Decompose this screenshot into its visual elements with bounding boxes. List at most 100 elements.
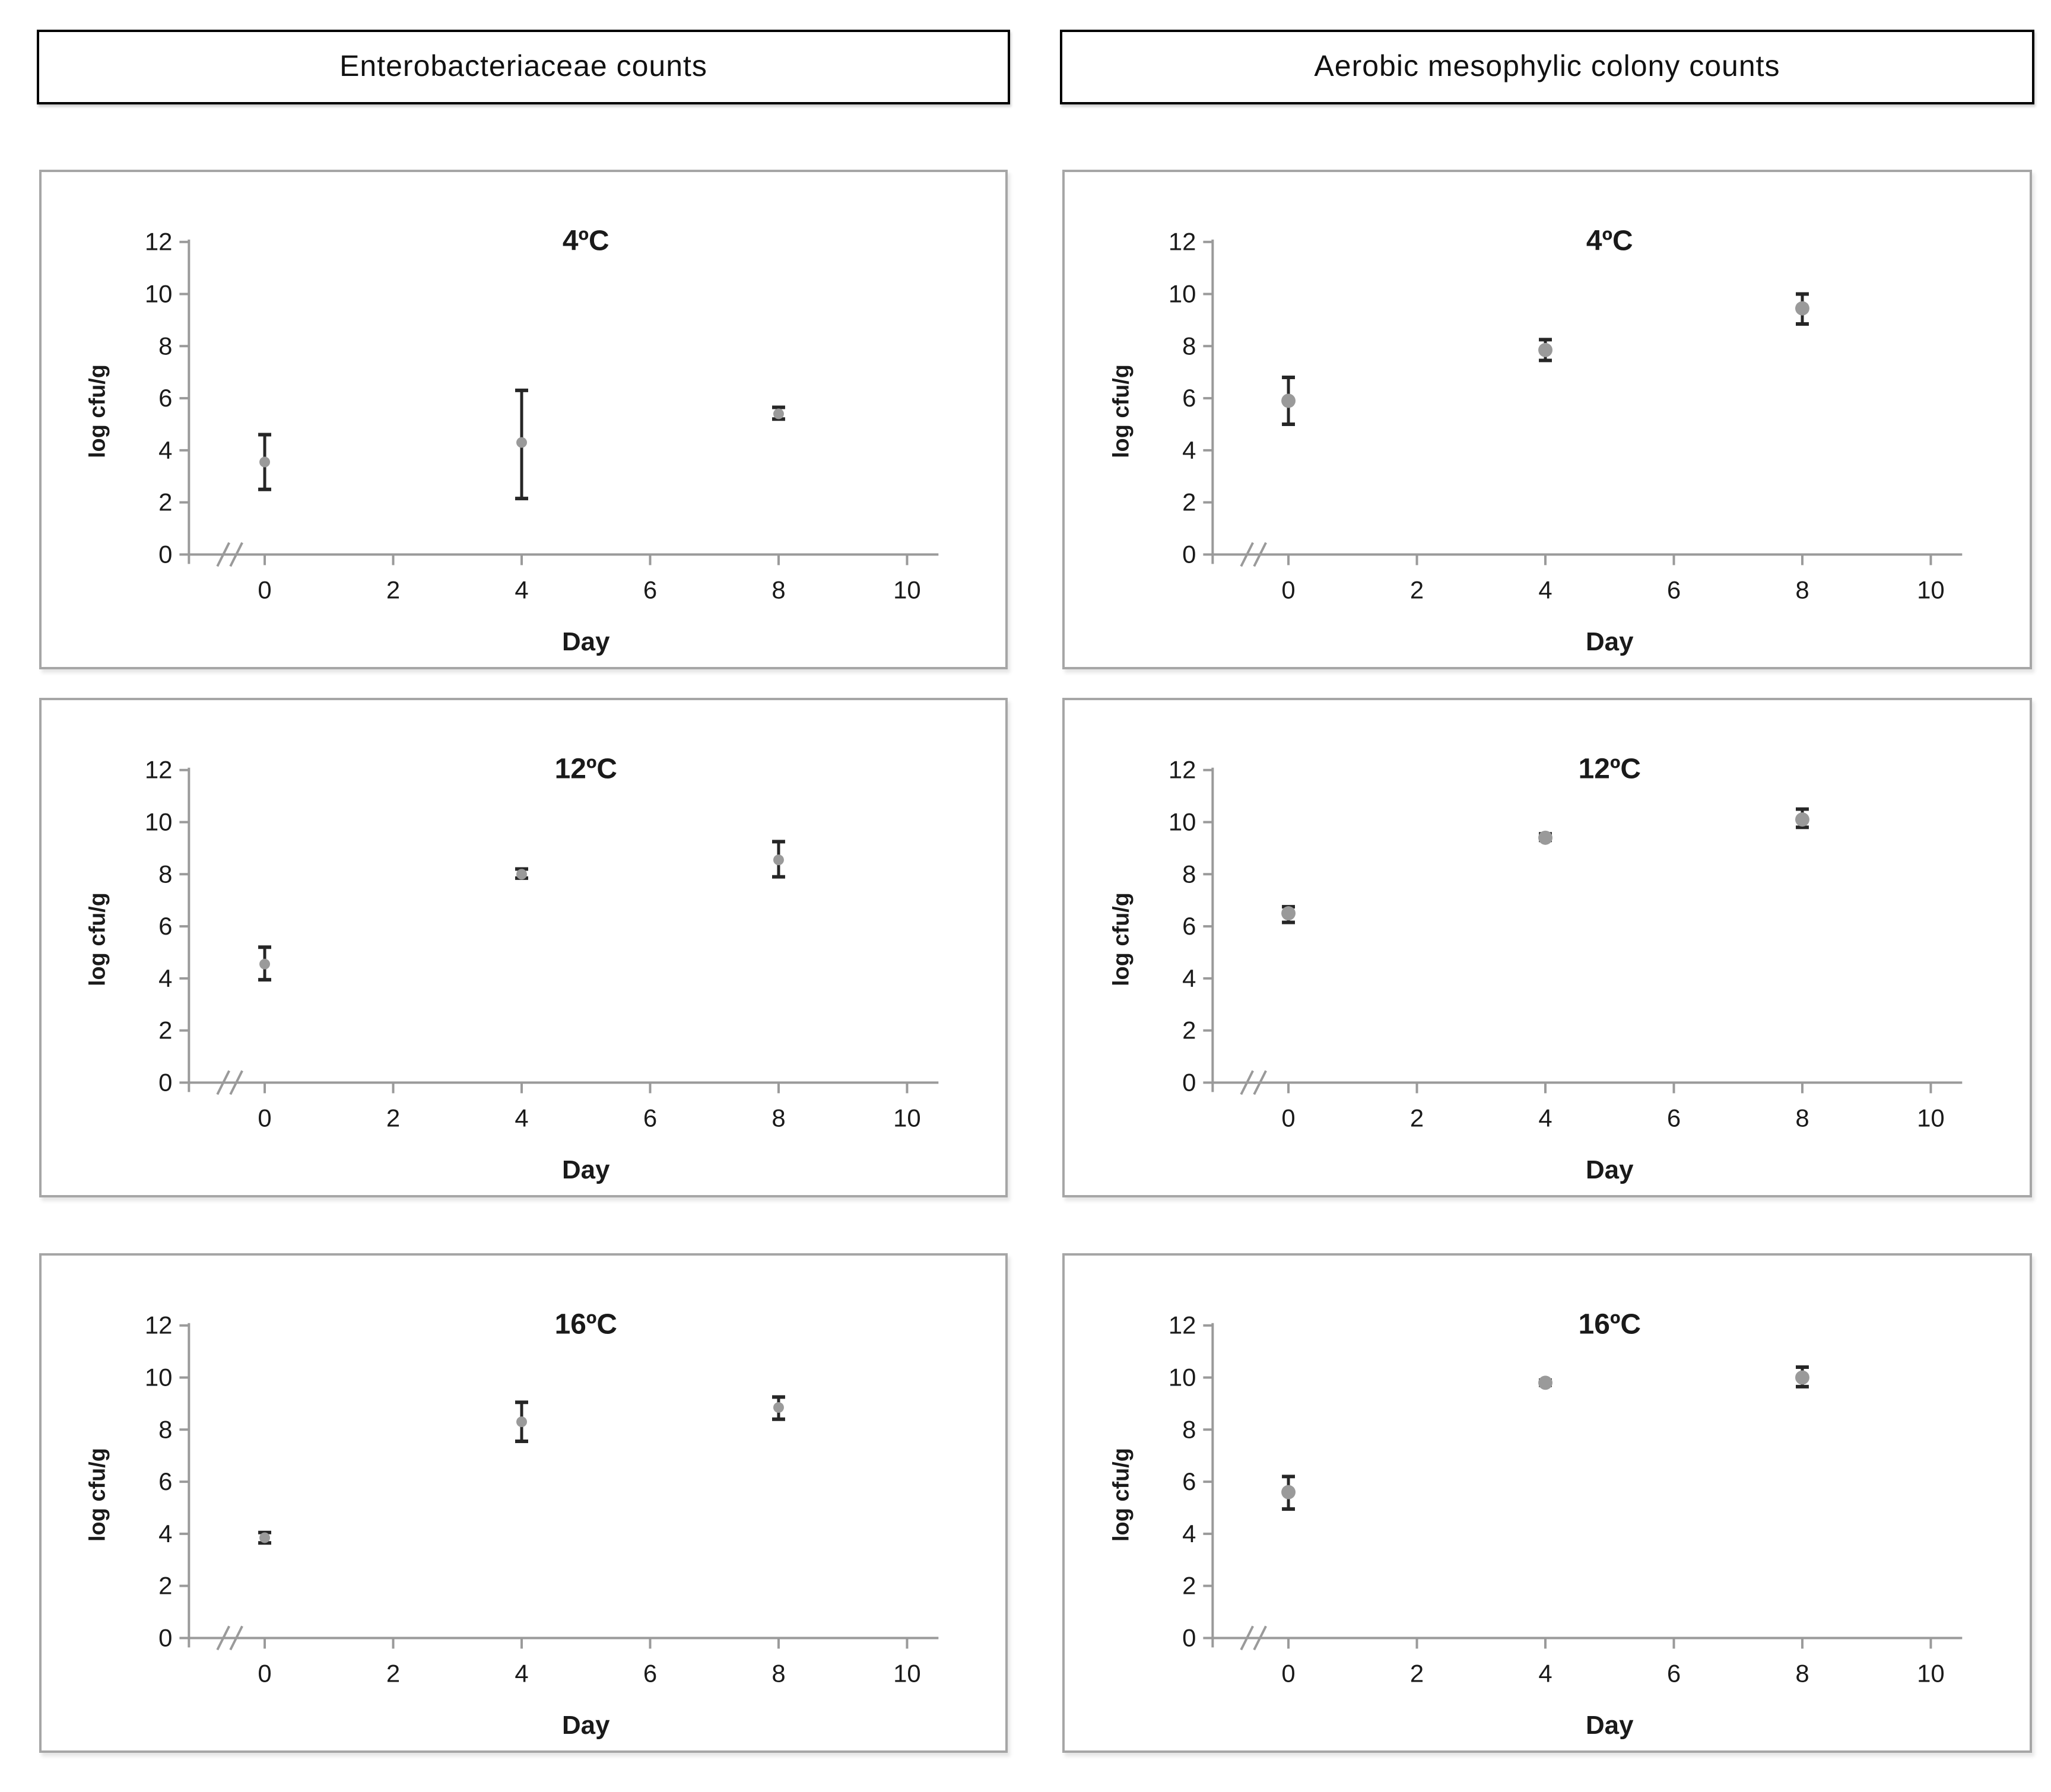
x-axis-break-mark	[1253, 1070, 1267, 1095]
data-point-day-8	[1795, 807, 1809, 830]
data-marker	[1281, 393, 1296, 408]
y-tick-label: 10	[145, 279, 173, 307]
data-point-day-0	[258, 945, 272, 982]
x-tick-label: 6	[643, 1104, 657, 1132]
panel-aerobic-16c: 16ºC 0 2 4 6 8 10 12 0 2 4 6 8 10 Day log cfu/g	[1062, 1253, 2032, 1753]
y-tick-label: 4	[1182, 1520, 1196, 1548]
y-tick-label: 2	[1182, 1016, 1196, 1044]
data-point-day-0	[1281, 375, 1296, 426]
data-marker	[259, 1532, 271, 1543]
y-axis-label: log cfu/g	[1109, 364, 1134, 458]
y-axis-label: log cfu/g	[85, 1448, 110, 1542]
data-point-day-4	[515, 867, 528, 880]
y-tick-label: 8	[158, 1415, 172, 1443]
y-tick-label: 10	[145, 808, 173, 835]
data-point-day-0	[1281, 1475, 1296, 1511]
x-axis-break-mark	[229, 1070, 243, 1095]
data-point-day-4	[1538, 1375, 1552, 1390]
y-tick-label: 10	[145, 1363, 173, 1391]
y-tick-label: 12	[145, 1311, 173, 1339]
x-tick-label: 2	[1410, 1104, 1424, 1132]
y-tick-label: 4	[1182, 964, 1196, 992]
y-tick-label: 8	[1182, 1415, 1196, 1443]
data-point-day-4	[515, 388, 528, 501]
data-marker	[516, 869, 527, 880]
data-marker	[773, 854, 784, 866]
x-tick-label: 8	[1795, 1659, 1809, 1687]
x-tick-label: 10	[1917, 1659, 1945, 1687]
x-axis-ticks: 0 2 4 6 8 10	[1281, 1082, 1945, 1132]
y-tick-label: 12	[1169, 228, 1196, 256]
data-point-day-0	[258, 1530, 272, 1545]
y-axis-label: log cfu/g	[1109, 1448, 1134, 1542]
x-tick-label: 2	[1410, 1659, 1424, 1687]
x-tick-label: 8	[771, 1104, 785, 1132]
x-tick-label: 8	[1795, 576, 1809, 603]
x-axis-break-mark	[1253, 542, 1267, 567]
y-tick-label: 12	[1169, 1311, 1196, 1339]
y-axis-ticks: 0 2 4 6 8 10 12	[145, 756, 189, 1096]
y-tick-label: 2	[158, 1572, 172, 1600]
y-axis-ticks: 0 2 4 6 8 10 12	[1169, 756, 1213, 1096]
y-tick-label: 10	[1169, 808, 1196, 835]
panel-title: 16ºC	[1579, 1309, 1641, 1340]
x-tick-label: 10	[1917, 1104, 1945, 1132]
data-point-day-8	[1795, 292, 1809, 326]
x-axis-break-mark	[1240, 1070, 1254, 1095]
data-marker	[1281, 1485, 1296, 1499]
data-point-day-0	[1281, 905, 1296, 924]
x-tick-label: 0	[1281, 576, 1295, 603]
y-tick-label: 2	[158, 1016, 172, 1044]
y-tick-label: 0	[158, 1068, 172, 1096]
data-marker	[516, 437, 527, 448]
x-tick-label: 4	[1538, 1104, 1552, 1132]
y-axis-label: log cfu/g	[85, 364, 110, 458]
x-axis-ticks: 0 2 4 6 8 10	[258, 1082, 921, 1132]
y-tick-label: 2	[1182, 1572, 1196, 1600]
y-tick-label: 8	[1182, 332, 1196, 360]
y-tick-label: 2	[158, 488, 172, 516]
panel-title: 12ºC	[555, 754, 617, 785]
y-tick-label: 0	[1182, 1623, 1196, 1651]
data-marker	[1795, 812, 1809, 827]
y-tick-label: 2	[1182, 488, 1196, 516]
x-tick-label: 4	[515, 1659, 528, 1687]
y-axis-ticks: 0 2 4 6 8 10 12	[145, 1311, 189, 1651]
chart-enterobacteriaceae-4c: 4ºC 0 2 4 6 8 10 12 0 2 4 6 8 10 Day log cfu/g	[85, 225, 939, 656]
data-point-day-8	[771, 1395, 785, 1421]
axes	[1211, 1323, 1963, 1651]
data-marker	[1538, 342, 1552, 357]
axes	[1211, 239, 1963, 567]
x-axis-break-mark	[216, 542, 230, 567]
x-axis-break-mark	[229, 542, 243, 567]
y-axis-ticks: 0 2 4 6 8 10 12	[145, 228, 189, 568]
x-tick-label: 6	[1667, 576, 1681, 603]
data-point-day-8	[1795, 1365, 1809, 1389]
y-tick-label: 0	[158, 1623, 172, 1651]
y-tick-label: 8	[158, 860, 172, 888]
y-tick-label: 4	[158, 1520, 172, 1548]
x-axis-label: Day	[562, 1155, 610, 1184]
y-axis-ticks: 0 2 4 6 8 10 12	[1169, 228, 1213, 568]
x-axis-label: Day	[562, 627, 610, 656]
axes	[188, 767, 939, 1095]
x-tick-label: 2	[386, 1659, 400, 1687]
x-tick-label: 8	[771, 576, 785, 603]
x-tick-label: 4	[515, 576, 528, 603]
y-tick-label: 12	[145, 228, 173, 256]
y-tick-label: 0	[1182, 1068, 1196, 1096]
y-tick-label: 6	[1182, 384, 1196, 412]
panel-title: 12ºC	[1579, 754, 1641, 785]
panel-enterobacteriaceae-12c: 12ºC 0 2 4 6 8 10 12 0 2 4 6 8 10 Day log cfu/g	[39, 698, 1008, 1197]
y-tick-label: 6	[1182, 912, 1196, 940]
x-tick-label: 4	[1538, 576, 1552, 603]
x-tick-label: 8	[1795, 1104, 1809, 1132]
y-tick-label: 12	[145, 756, 173, 784]
x-axis-break-mark	[1253, 1625, 1267, 1651]
chart-aerobic-16c: 16ºC 0 2 4 6 8 10 12 0 2 4 6 8 10 Day log cfu/g	[1109, 1309, 1963, 1740]
x-tick-label: 0	[258, 576, 271, 603]
panel-enterobacteriaceae-4c: 4ºC 0 2 4 6 8 10 12 0 2 4 6 8 10 Day log cfu/g	[39, 170, 1008, 669]
data-marker	[1281, 906, 1296, 921]
